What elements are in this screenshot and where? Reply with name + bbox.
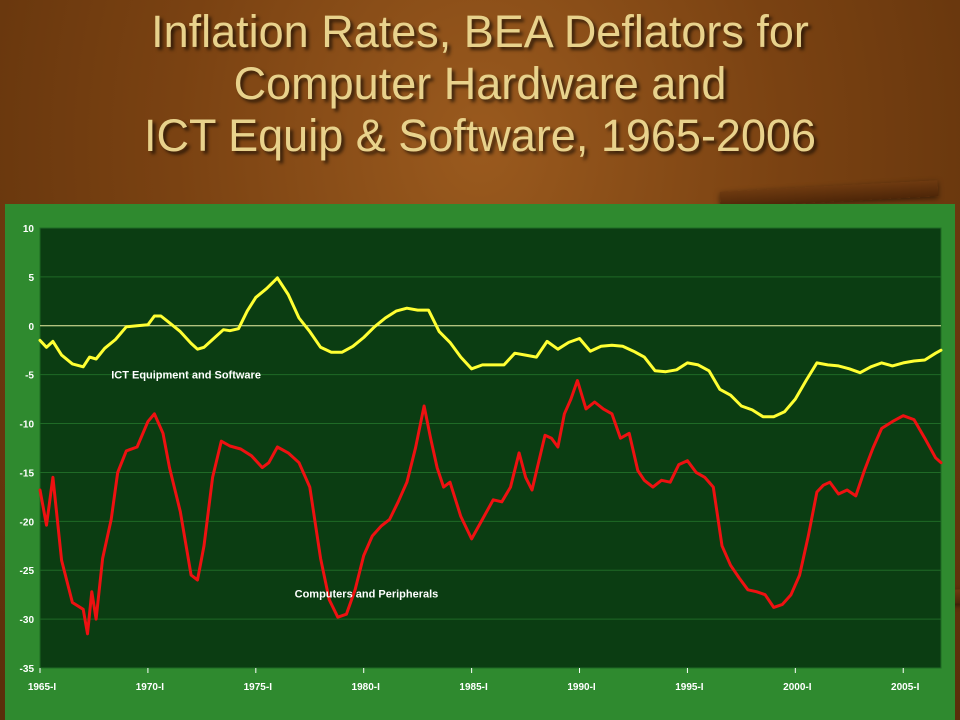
title-line-2: Computer Hardware and xyxy=(233,58,727,109)
y-tick-label: -15 xyxy=(20,468,35,479)
x-tick-label: 2005-I xyxy=(891,682,920,693)
x-tick-label: 1975-I xyxy=(244,682,273,693)
y-axis: 10 5 0 -5 -10 -15 -20 -25 -30 -35 xyxy=(20,224,35,675)
computers-series-line xyxy=(38,379,943,636)
series-label: ICT Equipment and Software xyxy=(111,370,261,382)
x-tick-label: 1985-I xyxy=(459,682,488,693)
ict-series-line xyxy=(38,276,943,419)
y-tick-label: 5 xyxy=(28,273,34,284)
x-axis: 1965-I 1970-I 1975-I 1980-I 1985-I 1990-I 1995… xyxy=(28,668,920,693)
x-tick-label: 1970-I xyxy=(136,682,165,693)
x-tick-label: 1980-I xyxy=(352,682,381,693)
grid-lines xyxy=(40,227,941,669)
y-tick-label: 0 xyxy=(28,322,34,333)
slide-title: Inflation Rates, BEA Deflators for Compu… xyxy=(0,6,960,162)
y-tick-label: -25 xyxy=(20,566,35,577)
x-tick-label: 1990-I xyxy=(567,682,596,693)
y-tick-label: -5 xyxy=(25,371,34,382)
x-tick-label: 1995-I xyxy=(675,682,704,693)
y-tick-label: -10 xyxy=(20,420,35,431)
y-tick-label: -35 xyxy=(20,664,35,675)
series-labels: ICT Equipment and Software Computers and … xyxy=(111,370,438,601)
series-layer xyxy=(38,276,943,636)
x-tick-label: 1965-I xyxy=(28,682,57,693)
series-label: Computers and Peripherals xyxy=(295,589,439,601)
x-tick-label: 2000-I xyxy=(783,682,812,693)
y-tick-label: -20 xyxy=(20,517,35,528)
plot-area xyxy=(39,227,942,669)
title-line-1: Inflation Rates, BEA Deflators for xyxy=(151,6,809,57)
y-tick-label: 10 xyxy=(23,224,35,235)
title-line-3: ICT Equip & Software, 1965-2006 xyxy=(143,110,817,161)
y-tick-label: -30 xyxy=(20,615,35,626)
